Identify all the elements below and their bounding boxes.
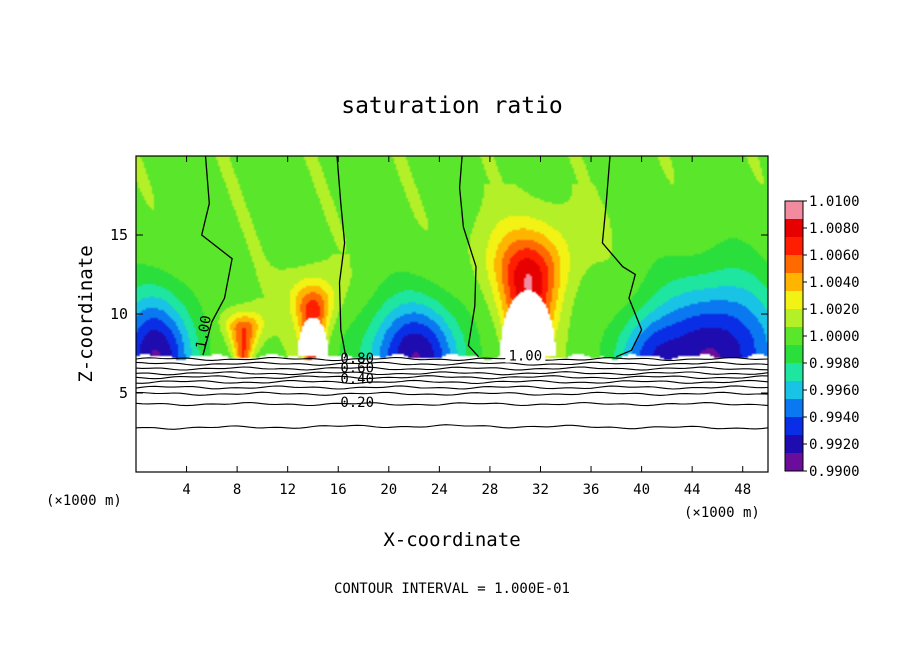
x-tick-label-44: 44 [684,482,701,498]
y-tick-label-10: 10 [110,305,128,323]
colorbar-label-1.0020: 1.0020 [809,302,860,318]
colorbar-segment-12 [785,255,803,274]
cloud-base-label: 1.00 [508,349,542,365]
colorbar-label-0.9900: 0.9900 [809,464,860,480]
x-tick-label-48: 48 [734,482,751,498]
colorbar-segment-1 [785,453,803,472]
contour-1-upper-4 [601,156,643,358]
colorbar-segment-2 [785,435,803,454]
x-tick-label-20: 20 [380,482,397,498]
x-tick-label-4: 4 [182,482,190,498]
colorbar-label-1.0100: 1.0100 [809,194,860,210]
contour-line-0.20 [136,401,768,407]
y-tick-label-15: 15 [110,226,128,244]
colorbar-segment-11 [785,273,803,292]
colorbar-label-0.9940: 0.9940 [809,410,860,426]
contour-labels: 0.800.600.40 0.20 1.00 1.00 [193,314,546,411]
colorbar-label-1.0040: 1.0040 [809,275,860,291]
contour-1-upper-2 [336,156,347,357]
cloud-base-label-bg [505,348,546,363]
contour-label-0.40: 0.40 [340,372,374,388]
heatmap-field [136,156,768,472]
colorbar-label-0.9920: 0.9920 [809,437,860,453]
x-axis: 4 8 12 16 20 24 28 32 36 40 44 48 [182,156,751,498]
x-tick-label-36: 36 [583,482,600,498]
contour-line-0.80 [136,366,768,371]
contour-1-upper-3 [458,156,479,358]
contour-interval-note: CONTOUR INTERVAL = 1.000E-01 [334,581,570,597]
x-tick-label-16: 16 [330,482,347,498]
colorbar-segment-6 [785,363,803,382]
colorbar-segment-5 [785,381,803,400]
colorbar-segment-9 [785,309,803,328]
colorbar: 1.0100 1.0080 1.0060 1.0040 1.0020 1.0000 0.99… [784,194,860,480]
colorbar-segment-3 [785,417,803,436]
contour-line-0.60 [136,375,768,380]
colorbar-label-1.0000: 1.0000 [809,329,860,345]
contour-line-0.10 [136,424,768,430]
y-tick-label-5: 5 [119,384,128,402]
x-tick-label-8: 8 [233,482,241,498]
colorbar-label-0.9980: 0.9980 [809,356,860,372]
colorbar-segment-14 [785,219,803,238]
contour-line-0.50 [136,379,768,385]
colorbar-segment-4 [785,399,803,418]
contour-line-0.70 [136,371,768,376]
contour-label-0.20: 0.20 [340,395,374,411]
x-tick-label-32: 32 [532,482,549,498]
x-tick-label-28: 28 [481,482,498,498]
y-axis: 5 10 15 [110,226,768,402]
x-tick-label-24: 24 [431,482,448,498]
contour-label-0.80: 0.80 [340,351,374,367]
contour-label-1.00: 1.00 [193,314,215,350]
contour-line-0.30 [136,391,768,396]
chart-title: saturation ratio [341,93,563,119]
x-tick-label-40: 40 [633,482,650,498]
colorbar-label-1.0060: 1.0060 [809,248,860,264]
x-unit-right: (×1000 m) [684,505,760,521]
contour-line-0.40 [136,385,768,390]
colorbar-label-1.0080: 1.0080 [809,221,860,237]
contour-label-0.60: 0.60 [340,360,374,376]
colorbar-segment-13 [785,237,803,256]
x-unit-left: (×1000 m) [46,493,122,509]
contour-line-0.90 [136,361,768,366]
plot-area: 0.800.600.40 0.20 1.00 1.00 [135,155,769,473]
x-axis-label: X-coordinate [383,529,520,551]
contour-line-1.00 [136,356,768,362]
colorbar-segment-15 [785,201,803,220]
y-axis-label: Z-coordinate [75,245,97,382]
colorbar-segment-7 [785,345,803,364]
colorbar-segment-10 [785,291,803,310]
colorbar-segment-8 [785,327,803,346]
x-tick-label-12: 12 [279,482,296,498]
colorbar-label-0.9960: 0.9960 [809,383,860,399]
contour-lines [136,156,768,430]
contour-1-upper-1 [200,156,233,356]
